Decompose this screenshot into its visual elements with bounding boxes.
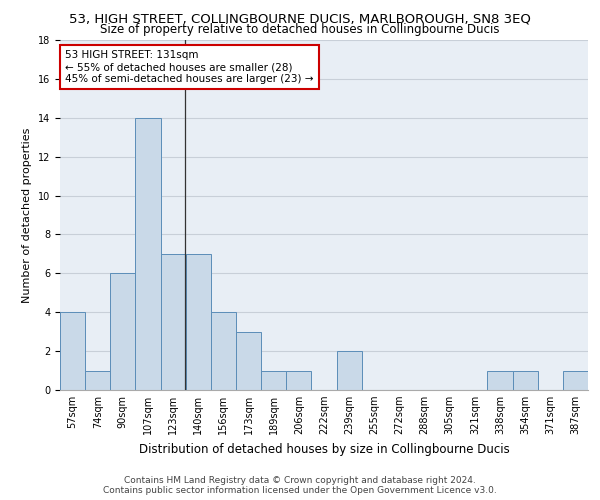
Bar [60, 312, 85, 390]
Bar [261, 370, 286, 390]
Bar [186, 254, 211, 390]
Bar [337, 351, 362, 390]
Bar [512, 370, 538, 390]
Text: 53 HIGH STREET: 131sqm
← 55% of detached houses are smaller (28)
45% of semi-det: 53 HIGH STREET: 131sqm ← 55% of detached… [65, 50, 314, 84]
X-axis label: Distribution of detached houses by size in Collingbourne Ducis: Distribution of detached houses by size … [139, 442, 509, 456]
Bar [85, 370, 110, 390]
Bar [236, 332, 261, 390]
Bar [110, 274, 136, 390]
Bar [286, 370, 311, 390]
Bar [211, 312, 236, 390]
Y-axis label: Number of detached properties: Number of detached properties [22, 128, 32, 302]
Text: 53, HIGH STREET, COLLINGBOURNE DUCIS, MARLBOROUGH, SN8 3EQ: 53, HIGH STREET, COLLINGBOURNE DUCIS, MA… [69, 12, 531, 26]
Bar [563, 370, 588, 390]
Bar [487, 370, 512, 390]
Bar [161, 254, 186, 390]
Text: Contains HM Land Registry data © Crown copyright and database right 2024.
Contai: Contains HM Land Registry data © Crown c… [103, 476, 497, 495]
Bar [136, 118, 161, 390]
Text: Size of property relative to detached houses in Collingbourne Ducis: Size of property relative to detached ho… [100, 22, 500, 36]
